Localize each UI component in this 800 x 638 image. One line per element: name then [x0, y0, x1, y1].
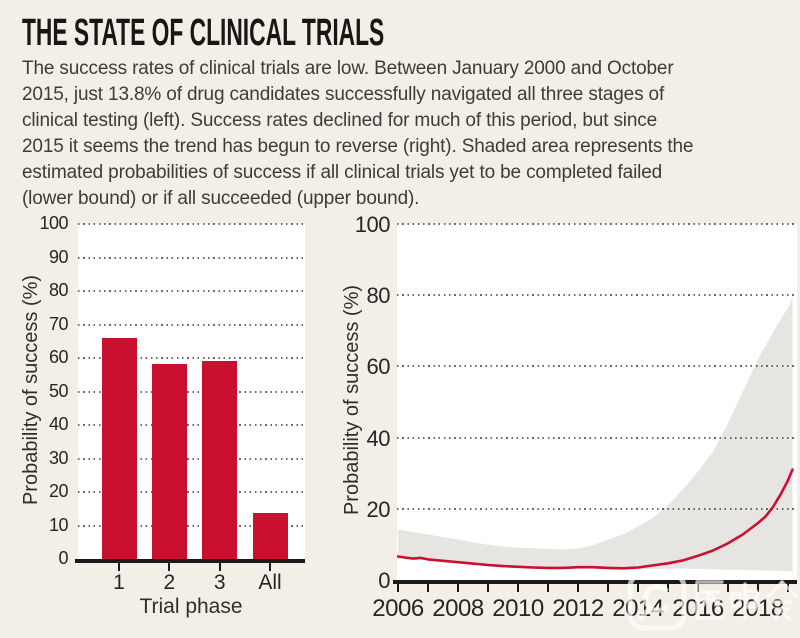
y-tick-label: 60	[366, 354, 391, 380]
y-tick-label: 60	[48, 347, 69, 367]
gridline	[78, 323, 305, 326]
watermark-logo-icon	[627, 571, 687, 631]
x-tick	[218, 563, 221, 571]
y-tick-label: 100	[39, 213, 68, 233]
right-y-axis-title: Probability of success (%)	[341, 284, 363, 516]
x-tick	[517, 584, 519, 592]
gridline	[397, 365, 797, 368]
category-label: 1	[113, 571, 125, 594]
success-rate-line	[397, 468, 794, 570]
year-label: 2006	[372, 595, 424, 622]
category-label: All	[258, 571, 282, 594]
y-tick-label: 50	[48, 380, 69, 401]
y-tick-label: 40	[366, 425, 391, 451]
y-tick-label: 70	[48, 313, 69, 334]
left-y-axis-title: Probability of success (%)	[20, 274, 42, 506]
gridline	[78, 424, 305, 426]
x-tick	[118, 563, 120, 571]
y-tick-label: 40	[48, 414, 69, 434]
y-tick-label: 0	[58, 548, 68, 568]
y-tick-label: 20	[48, 481, 69, 501]
bar-All	[252, 512, 288, 559]
left-x-axis-title: Trial phase	[139, 595, 243, 618]
x-tick	[427, 584, 429, 592]
y-tick-label: 100	[354, 212, 391, 237]
uncertainty-band-layer	[398, 297, 793, 572]
y-tick-label: 30	[48, 447, 69, 468]
y-tick-label: 0	[378, 568, 390, 593]
y-tick-label: 80	[48, 280, 69, 300]
gridline	[397, 223, 797, 225]
x-tick	[547, 584, 549, 592]
x-tick	[667, 584, 669, 592]
trend-line-layer	[397, 468, 794, 570]
year-label: 2012	[552, 595, 604, 622]
gridline	[78, 290, 305, 292]
x-tick	[269, 563, 271, 571]
gridline	[78, 357, 305, 359]
year-label: 2008	[432, 595, 484, 622]
y-tick-label: 20	[366, 496, 391, 522]
y-tick-label: 80	[366, 283, 391, 309]
description-text: The success rates of clinical trials are…	[22, 58, 694, 209]
x-tick	[757, 584, 759, 592]
gridline	[78, 223, 305, 225]
x-tick	[168, 563, 171, 571]
gridline	[78, 491, 305, 493]
x-tick	[727, 584, 729, 592]
x-tick	[577, 584, 579, 592]
watermark-text-glyphs	[695, 580, 798, 621]
gridline	[78, 390, 305, 393]
x-tick	[487, 584, 489, 592]
gridline	[78, 256, 305, 259]
gridline	[78, 457, 305, 460]
category-label: 2	[163, 571, 176, 594]
x-tick	[397, 584, 399, 592]
gridline	[78, 524, 305, 527]
category-label: 3	[213, 571, 226, 594]
page-title: THE STATE OF CLINICAL TRIALS	[22, 12, 385, 54]
right-x-axis-line	[393, 580, 797, 584]
y-tick-label: 90	[48, 246, 69, 267]
watermark	[624, 568, 800, 634]
bar-1	[101, 337, 137, 559]
gridline	[397, 507, 797, 510]
left-x-axis-line	[75, 559, 305, 563]
year-label: 2010	[492, 595, 544, 622]
gridline	[397, 436, 797, 439]
bar-3	[202, 361, 238, 559]
x-tick	[457, 584, 459, 592]
x-tick	[637, 584, 639, 592]
gridline	[397, 294, 797, 297]
y-tick-label: 10	[48, 514, 69, 535]
uncertainty-band	[398, 297, 793, 572]
x-tick	[607, 584, 609, 592]
bar-2	[151, 363, 187, 559]
